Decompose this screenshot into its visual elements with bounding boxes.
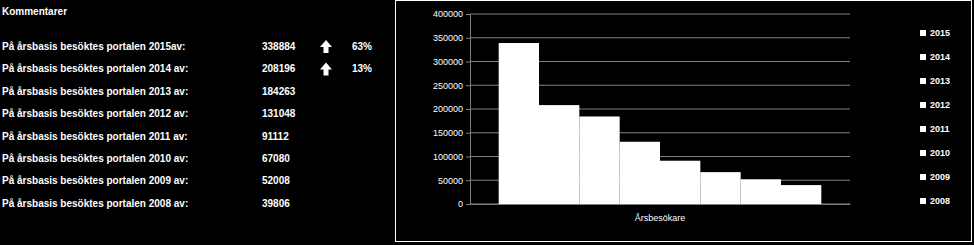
y-tick: 350000	[433, 33, 470, 43]
grid	[470, 14, 850, 204]
legend-label: 2011	[930, 124, 950, 134]
legend-label: 2015	[930, 28, 950, 38]
legend-swatch	[920, 150, 926, 156]
bar	[660, 161, 700, 204]
up-arrow	[320, 62, 332, 75]
grid-line	[470, 14, 850, 15]
row-value: 67080	[262, 153, 290, 164]
y-tick-label: 100000	[433, 152, 463, 162]
bar	[539, 105, 579, 204]
row-value: 131048	[262, 108, 296, 119]
row-label: På årsbasis besöktes portalen 2012 av:	[2, 108, 188, 119]
canvas: Kommentarer På årsbasis besöktes portalen…	[0, 0, 974, 245]
chart-frame	[396, 1, 972, 242]
row-label: På årsbasis besöktes portalen 2013 av:	[2, 86, 188, 97]
row-label: På årsbasis besöktes portalen 2011 av:	[2, 131, 188, 142]
bar	[620, 142, 660, 204]
legend-swatch	[920, 102, 926, 108]
legend-swatch	[920, 198, 926, 204]
y-tick-label: 400000	[433, 9, 463, 19]
legend-swatch	[920, 30, 926, 36]
y-tick-label: 350000	[433, 33, 463, 43]
x-tick-label: Årsbesökare	[635, 213, 686, 223]
row-change: 63%	[352, 41, 372, 52]
y-tick-mark	[466, 109, 470, 110]
y-tick-label: 0	[458, 199, 463, 209]
row-value: 208196	[262, 63, 296, 74]
y-tick-label: 300000	[433, 57, 463, 67]
comments-title: Kommentarer	[2, 6, 67, 17]
x-axis: Årsbesökare	[471, 204, 851, 223]
legend-swatch	[920, 126, 926, 132]
row-value: 91112	[262, 131, 289, 142]
y-tick: 200000	[433, 104, 470, 114]
y-tick-label: 50000	[438, 176, 463, 186]
y-tick: 0	[458, 199, 470, 209]
y-axis-line	[466, 15, 471, 205]
grid-line	[470, 37, 850, 38]
comments: Kommentarer På årsbasis besöktes portalen…	[2, 6, 372, 209]
row-value: 39806	[262, 198, 290, 209]
row-value: 184263	[262, 86, 296, 97]
row-value: 338884	[262, 41, 296, 52]
y-tick-label: 150000	[433, 128, 463, 138]
y-tick: 300000	[433, 57, 470, 67]
row-label: På årsbasis besöktes portalen 2014 av:	[2, 63, 188, 74]
legend-swatch	[920, 54, 926, 60]
y-tick-mark	[466, 157, 470, 158]
y-tick: 400000	[433, 9, 470, 19]
legend-label: 2009	[930, 172, 950, 182]
x-axis-line	[471, 204, 851, 205]
y-tick-mark	[466, 204, 470, 205]
row-label: På årsbasis besöktes portalen 2010 av:	[2, 153, 188, 164]
bar	[579, 116, 619, 204]
bar	[700, 172, 740, 204]
y-tick-mark	[466, 180, 470, 181]
y-tick-mark	[466, 38, 470, 39]
x-tick: Årsbesökare	[635, 204, 686, 223]
legend-swatch	[920, 174, 926, 180]
legend-swatch	[920, 78, 926, 84]
y-tick: 100000	[433, 152, 470, 162]
y-tick: 250000	[433, 81, 470, 91]
legend-label: 2014	[930, 52, 950, 62]
legend-label: 2010	[930, 148, 950, 158]
y-tick-mark	[466, 133, 470, 134]
y-tick-mark	[466, 62, 470, 63]
y-tick: 50000	[438, 176, 470, 186]
y-tick: 150000	[433, 128, 470, 138]
bars	[499, 43, 822, 204]
row-value: 52008	[262, 175, 290, 186]
y-tick-label: 250000	[433, 81, 463, 91]
legend-label: 2008	[930, 196, 950, 206]
row-label: På årsbasis besöktes portalen 2009 av:	[2, 175, 188, 186]
row-label: På årsbasis besöktes portalen 2015av:	[2, 41, 185, 52]
y-tick-mark	[466, 85, 470, 86]
row-change: 13%	[352, 63, 372, 74]
y-axis: 0 50000 100000 150000 200000 250000 300000 3500…	[433, 9, 471, 209]
legend-label: 2012	[930, 100, 950, 110]
up-arrow	[320, 40, 332, 53]
bar	[741, 179, 781, 204]
row-label: På årsbasis besöktes portalen 2008 av:	[2, 198, 188, 209]
bar	[499, 43, 539, 204]
legend-label: 2013	[930, 76, 950, 86]
y-tick-mark	[466, 14, 470, 15]
y-tick-label: 200000	[433, 104, 463, 114]
legend: 2015 2014 2013 2012 2011 2010 2009 2008	[920, 28, 950, 206]
bar	[781, 185, 821, 204]
